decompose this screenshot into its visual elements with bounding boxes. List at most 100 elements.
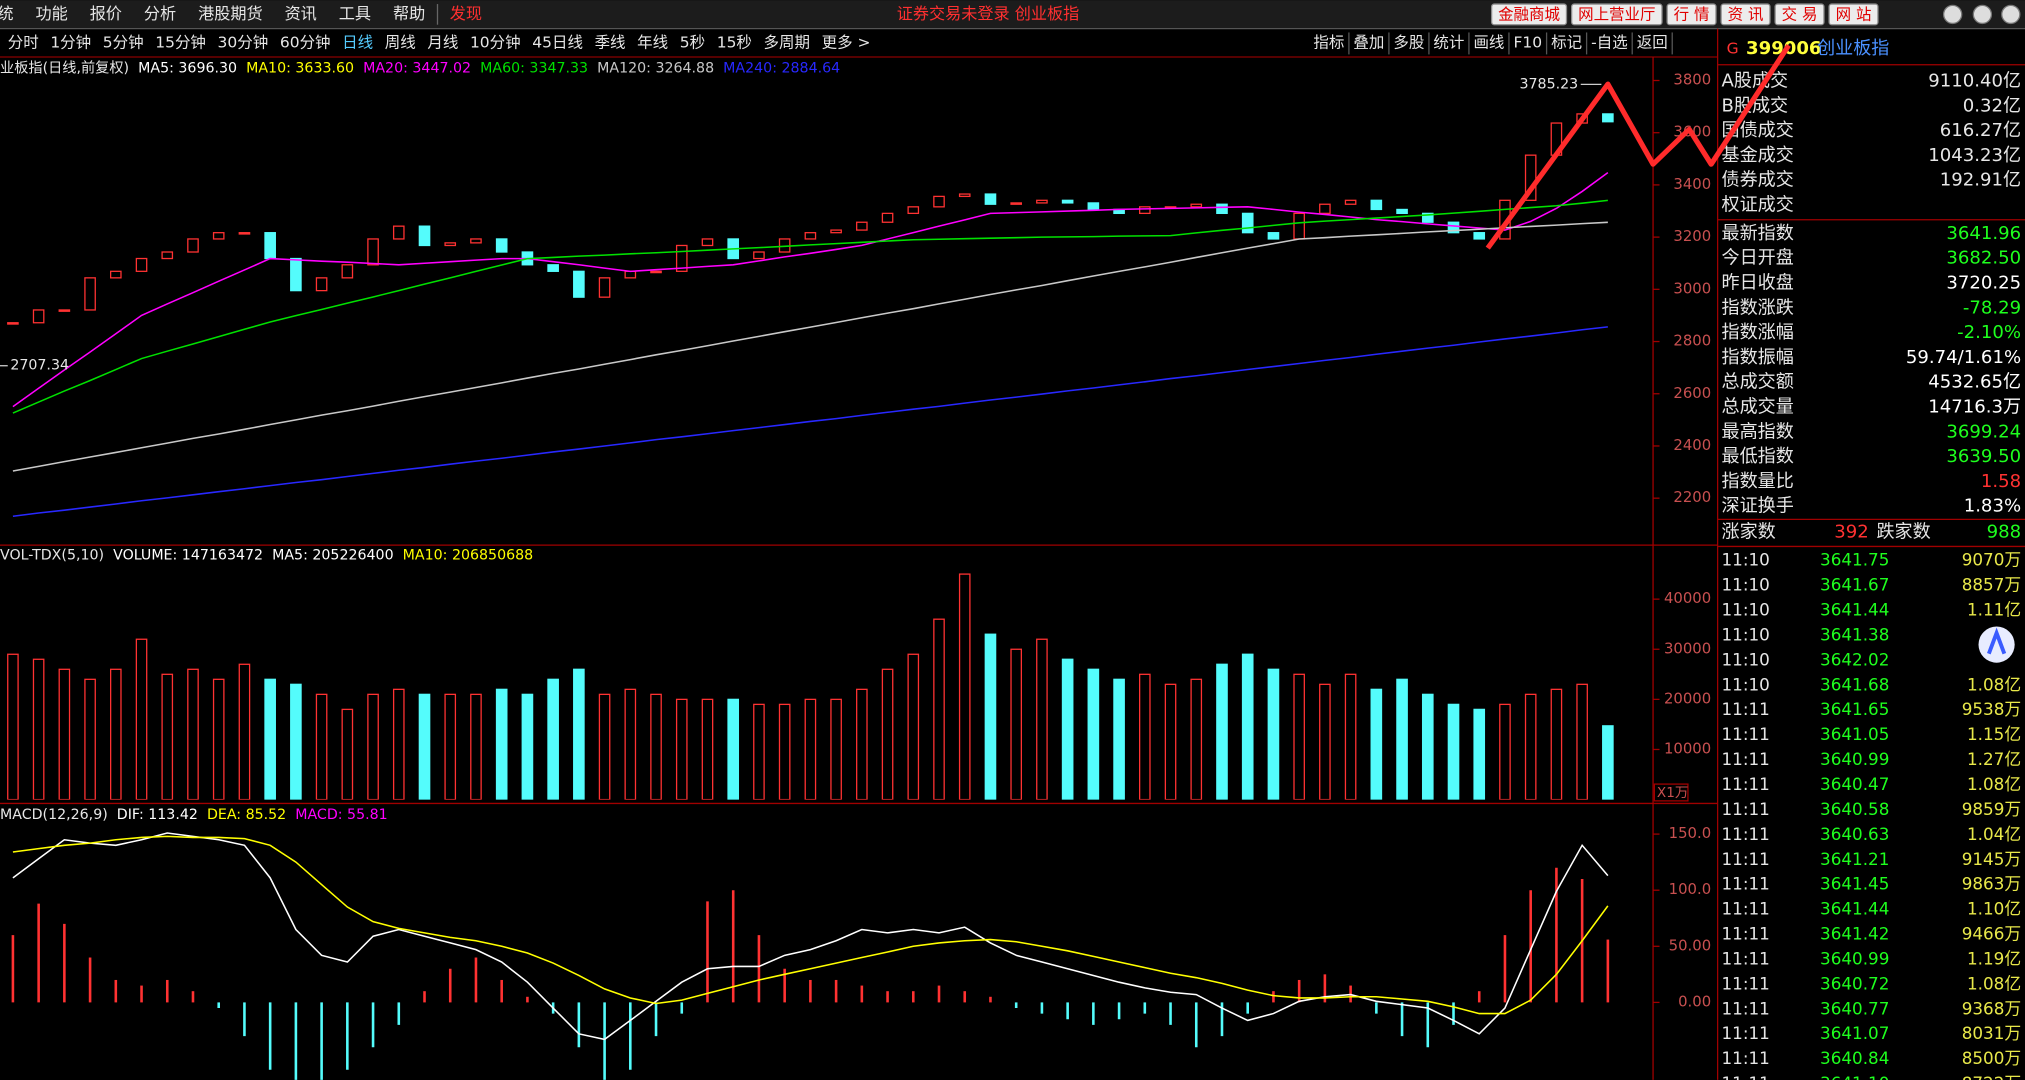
period-tab[interactable]: 年线: [637, 33, 668, 51]
menu-item[interactable]: 统: [0, 4, 14, 23]
volume-bar: [1447, 703, 1460, 800]
tool-button[interactable]: 多股: [1393, 33, 1424, 51]
tool-button[interactable]: 统计: [1433, 33, 1464, 51]
tool-button[interactable]: 返回: [1637, 33, 1668, 51]
tick-time: 11:11: [1722, 749, 1770, 769]
turnover-label: 债券成交: [1722, 170, 1794, 191]
tick-price: 3640.84: [1820, 1048, 1889, 1068]
menu-item[interactable]: 报价: [90, 4, 122, 23]
period-tab[interactable]: 60分钟: [280, 33, 331, 51]
candle: [1267, 232, 1280, 240]
candle: [367, 238, 379, 266]
tool-button[interactable]: 指标: [1313, 33, 1344, 51]
maximize-button[interactable]: [1972, 4, 1993, 25]
candle: [58, 309, 71, 312]
volume-bar: [881, 668, 894, 800]
menu-button[interactable]: 行 情: [1666, 3, 1717, 26]
assistant-icon[interactable]: [1978, 626, 2015, 663]
menu-item[interactable]: 资讯: [285, 4, 317, 23]
volume-bar: [933, 618, 945, 800]
tool-button[interactable]: -自选: [1591, 33, 1628, 51]
y-tick-label: 3400: [1673, 175, 1711, 193]
menu-button[interactable]: 交 易: [1774, 3, 1825, 26]
period-tab[interactable]: 15分钟: [155, 33, 206, 51]
volume-bar: [392, 688, 405, 800]
tick-volume: 9145万: [1962, 849, 2021, 869]
tool-button[interactable]: 叠加: [1353, 33, 1384, 51]
volume-bar: [1241, 653, 1254, 800]
period-tab[interactable]: 多周期: [764, 33, 810, 51]
stat-value: 14716.3万: [1928, 396, 2021, 417]
volume-bar: [650, 693, 662, 800]
menu-button[interactable]: 金融商城: [1490, 3, 1568, 26]
stat-label: 总成交额: [1722, 372, 1794, 393]
candle: [1087, 202, 1100, 211]
volume-bar: [753, 703, 765, 800]
stat-label: 最低指数: [1722, 446, 1794, 467]
menu-item[interactable]: 港股期货: [198, 4, 263, 23]
volume-bar: [1164, 683, 1177, 800]
tick-volume: 9368万: [1962, 998, 2021, 1018]
indicator-line: [12, 832, 1609, 1041]
candle: [1241, 212, 1254, 234]
candle: [7, 322, 19, 325]
chart-header: MA5: 205226400: [272, 547, 394, 563]
tick-price: 3641.42: [1820, 924, 1889, 944]
menu-item[interactable]: 帮助: [393, 4, 425, 23]
tick-time: 11:10: [1722, 624, 1770, 644]
volume-bar: [1473, 708, 1486, 800]
period-tab[interactable]: 分时: [8, 33, 39, 51]
tool-button[interactable]: F10: [1513, 33, 1542, 51]
volume-bar: [341, 708, 354, 800]
menu-item[interactable]: 发现: [450, 4, 482, 23]
menu-item[interactable]: 工具: [339, 4, 371, 23]
period-tab[interactable]: 1分钟: [50, 33, 91, 51]
period-tab[interactable]: 45日线: [532, 33, 583, 51]
candle: [624, 270, 637, 279]
candle: [804, 232, 817, 240]
period-tab[interactable]: 季线: [595, 33, 626, 51]
status-text: 证券交易未登录 创业板指: [897, 4, 1080, 23]
menu-button[interactable]: 资 讯: [1720, 3, 1771, 26]
tick-time: 11:11: [1722, 924, 1770, 944]
turnover-label: 国债成交: [1722, 120, 1794, 141]
period-tab[interactable]: 日线: [342, 33, 373, 51]
menu-divider: [436, 4, 439, 25]
period-tab[interactable]: 15秒: [717, 33, 752, 51]
candle: [238, 232, 251, 235]
period-tab[interactable]: 更多 >: [822, 33, 871, 51]
tick-price: 3641.65: [1820, 699, 1889, 719]
candle: [418, 225, 431, 247]
menu-item[interactable]: 功能: [35, 4, 67, 23]
candle: [290, 257, 302, 292]
minimize-button[interactable]: [1942, 4, 1963, 25]
period-tab[interactable]: 5分钟: [103, 33, 144, 51]
tick-time: 11:11: [1722, 774, 1770, 794]
tick-volume: 1.19亿: [1967, 948, 2021, 968]
y-tick-label: 150.0: [1669, 824, 1712, 842]
stat-value: 1.58: [1981, 471, 2021, 492]
chart-header: MA120: 3264.88: [597, 61, 714, 77]
volume-bar: [84, 678, 96, 800]
candle: [1344, 199, 1357, 205]
period-tab[interactable]: 30分钟: [218, 33, 269, 51]
menu-button[interactable]: 网上营业厅: [1571, 3, 1663, 26]
volume-bar: [1190, 678, 1203, 800]
candle: [958, 193, 971, 198]
tick-time: 11:11: [1722, 824, 1770, 844]
menu-button[interactable]: 网 站: [1828, 3, 1879, 26]
tool-button[interactable]: 画线: [1473, 33, 1504, 51]
menu-item[interactable]: 分析: [144, 4, 176, 23]
stat-value: 3639.50: [1946, 446, 2021, 467]
period-tab[interactable]: 5秒: [680, 33, 705, 51]
candle: [701, 238, 714, 247]
period-tab[interactable]: 周线: [385, 33, 416, 51]
period-tab[interactable]: 月线: [427, 33, 458, 51]
stat-label: 指数涨跌: [1722, 297, 1794, 318]
close-button[interactable]: [2001, 4, 2021, 25]
chart-header: MA60: 3347.33: [480, 61, 588, 77]
tool-button[interactable]: 标记: [1551, 33, 1582, 51]
chart-header: VOL-TDX(5,10): [0, 547, 104, 563]
period-tab[interactable]: 10分钟: [470, 33, 521, 51]
